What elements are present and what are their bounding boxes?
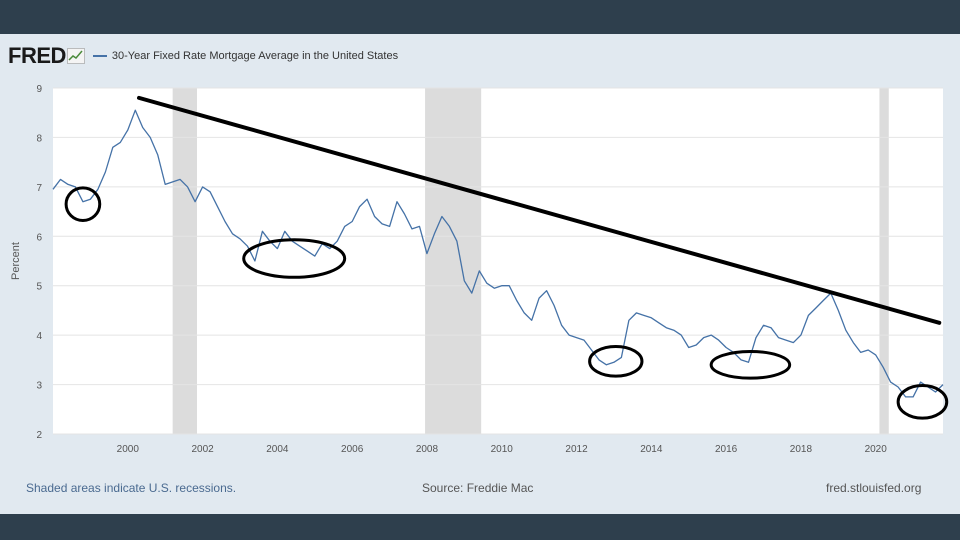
recession-bands	[172, 88, 889, 434]
trend-line	[137, 95, 942, 325]
recession-band-0	[172, 88, 197, 434]
x-tick-label: 2004	[266, 444, 289, 455]
y-tick-label: 7	[36, 183, 42, 194]
x-tick-label: 2014	[640, 444, 663, 455]
x-tick-label: 2016	[715, 444, 738, 455]
x-tick-label: 2018	[790, 444, 813, 455]
site-link[interactable]: fred.stlouisfed.org	[826, 481, 922, 495]
x-tick-label: 2006	[341, 444, 364, 455]
x-tick-label: 2020	[865, 444, 888, 455]
annotation-ellipse-4	[709, 349, 792, 380]
plot-area	[53, 88, 943, 434]
fred-logo[interactable]: FRED	[8, 43, 66, 68]
y-tick-label: 3	[36, 381, 42, 392]
y-axis-label: Percent	[10, 242, 22, 280]
y-tick-label: 2	[36, 430, 42, 441]
grid-lines	[53, 87, 943, 435]
annotation-ellipse-3	[588, 345, 644, 378]
fred-chart-icon	[67, 48, 85, 64]
x-tick-label: 2008	[416, 444, 439, 455]
y-tick-label: 4	[36, 331, 42, 342]
recession-note: Shaded areas indicate U.S. recessions.	[26, 481, 237, 495]
chart-svg: 2 3 4 5 6 7 8 9 2000 2002 2004 2006 2008 2010 2012 201…	[10, 84, 949, 455]
x-tick-label: 2000	[117, 444, 140, 455]
y-tick-label: 5	[36, 282, 42, 293]
x-tick-label: 2012	[565, 444, 588, 455]
y-axis-ticks: 2 3 4 5 6 7 8 9	[36, 84, 42, 441]
y-tick-label: 8	[36, 133, 42, 144]
x-tick-label: 2010	[491, 444, 514, 455]
chart-panel: FRED 30-Year Fixed Rate Mortgage Average…	[0, 34, 960, 514]
legend-line-icon	[92, 55, 107, 57]
recession-band-1	[425, 88, 482, 434]
annotation-ellipse-1	[64, 186, 102, 222]
recession-band-2	[879, 88, 889, 434]
annotation-ellipse-5	[896, 384, 949, 420]
source-credit: Source: Freddie Mac	[422, 481, 534, 495]
x-axis-ticks: 2000 2002 2004 2006 2008 2010 2012 2014 2016 2018…	[117, 444, 888, 455]
legend-series-title: 30-Year Fixed Rate Mortgage Average in t…	[111, 50, 399, 62]
series-line	[52, 109, 944, 398]
x-tick-label: 2002	[191, 444, 214, 455]
y-tick-label: 6	[36, 232, 42, 243]
annotation-ellipse-2	[242, 238, 347, 279]
y-tick-label: 9	[36, 84, 42, 95]
chart-header: FRED 30-Year Fixed Rate Mortgage Average…	[8, 43, 398, 69]
annotation-layer	[64, 95, 949, 420]
